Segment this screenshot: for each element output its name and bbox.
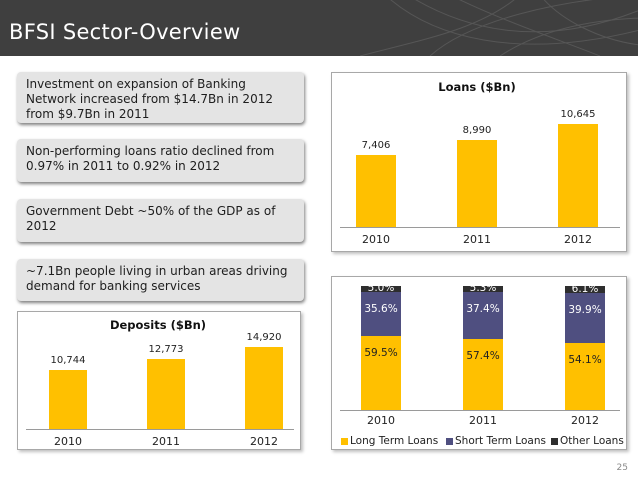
deposits-x-axis — [26, 429, 294, 430]
deposits-chart-title: Deposits ($Bn) — [109, 318, 207, 332]
mix-pct-label: 59.5% — [364, 347, 398, 360]
deposits-chart: Deposits ($Bn) 10,744 2010 12,773 2011 14,92… — [17, 311, 301, 450]
deposits-value-label: 14,920 — [246, 331, 282, 343]
mix-seg-2012-long-term-loans — [565, 342, 605, 410]
mix-pct-label: 57.4% — [466, 349, 500, 362]
deposits-bar-2012 — [245, 346, 283, 429]
legend-short-term: Short Term Loans — [446, 435, 546, 447]
loans-x-axis — [340, 227, 620, 228]
mix-seg-2010-long-term-loans — [361, 336, 401, 410]
loans-bar-2012 — [558, 124, 598, 227]
legend-swatch-long — [341, 437, 348, 445]
loans-chart-title: Loans ($Bn) — [438, 80, 516, 94]
loan-mix-chart: Long Term Loans Short Term Loans Other L… — [331, 276, 627, 450]
bullet-banking-network: Investment on expansion of Banking Netwo… — [17, 72, 304, 123]
header-bar: BFSI Sector-Overview — [0, 0, 638, 56]
mix-pct-label: 54.1% — [568, 353, 602, 366]
bullet-npl-ratio: Non-performing loans ratio declined from… — [17, 139, 304, 182]
deposits-x-tick: 2010 — [54, 435, 82, 448]
loans-value-label: 10,645 — [560, 109, 596, 121]
mix-seg-2010-other-loans — [361, 285, 401, 293]
loans-value-label: 7,406 — [361, 140, 391, 152]
loans-x-tick: 2011 — [463, 233, 491, 246]
loans-value-label: 8,990 — [462, 125, 492, 137]
page-title: BFSI Sector-Overview — [9, 20, 241, 44]
deposits-bar-2010 — [49, 369, 87, 429]
mix-seg-2012-other-loans — [565, 285, 605, 294]
loans-bar-2011 — [457, 140, 497, 227]
legend-long-term: Long Term Loans — [341, 435, 438, 447]
mix-pct-label: 39.9% — [568, 304, 602, 317]
legend-label-short: Short Term Loans — [455, 435, 546, 447]
header-decoration — [359, 0, 638, 56]
loans-x-tick: 2010 — [362, 233, 390, 246]
loans-bar-2010 — [356, 155, 396, 227]
mix-seg-2010-short-term-loans — [361, 292, 401, 337]
mix-pct-label: 35.6% — [364, 303, 398, 316]
bullet-urban-population: ~7.1Bn people living in urban areas driv… — [17, 259, 304, 301]
mix-x-tick: 2012 — [571, 414, 599, 427]
loans-chart: Loans ($Bn) 7,406 2010 8,990 2011 10,645 2012 — [331, 72, 627, 252]
mix-seg-2011-short-term-loans — [463, 292, 503, 339]
mix-seg-2011-other-loans — [463, 285, 503, 293]
mix-pct-label: 5.3% — [469, 282, 497, 295]
deposits-x-tick: 2012 — [250, 435, 278, 448]
bullet-government-debt: Government Debt ~50% of the GDP as of 20… — [17, 199, 304, 242]
mix-x-axis — [340, 410, 620, 411]
mix-seg-2012-short-term-loans — [565, 293, 605, 343]
mix-x-tick: 2010 — [367, 414, 395, 427]
deposits-bar-2011 — [147, 358, 185, 429]
deposits-value-label: 12,773 — [148, 343, 184, 355]
deposits-x-tick: 2011 — [152, 435, 180, 448]
legend-swatch-short — [446, 437, 453, 445]
deposits-value-label: 10,744 — [50, 354, 86, 366]
legend-label-long: Long Term Loans — [350, 435, 439, 447]
mix-seg-2011-long-term-loans — [463, 338, 503, 410]
mix-pct-label: 37.4% — [466, 303, 500, 316]
legend-other: Other Loans — [551, 435, 624, 447]
page-number: 25 — [616, 463, 628, 473]
loans-x-tick: 2012 — [564, 233, 592, 246]
legend-label-other: Other Loans — [560, 435, 624, 447]
mix-x-tick: 2011 — [469, 414, 497, 427]
mix-pct-label: 6.1% — [571, 282, 599, 295]
mix-pct-label: 5.0% — [367, 281, 395, 294]
legend-swatch-other — [551, 437, 558, 445]
